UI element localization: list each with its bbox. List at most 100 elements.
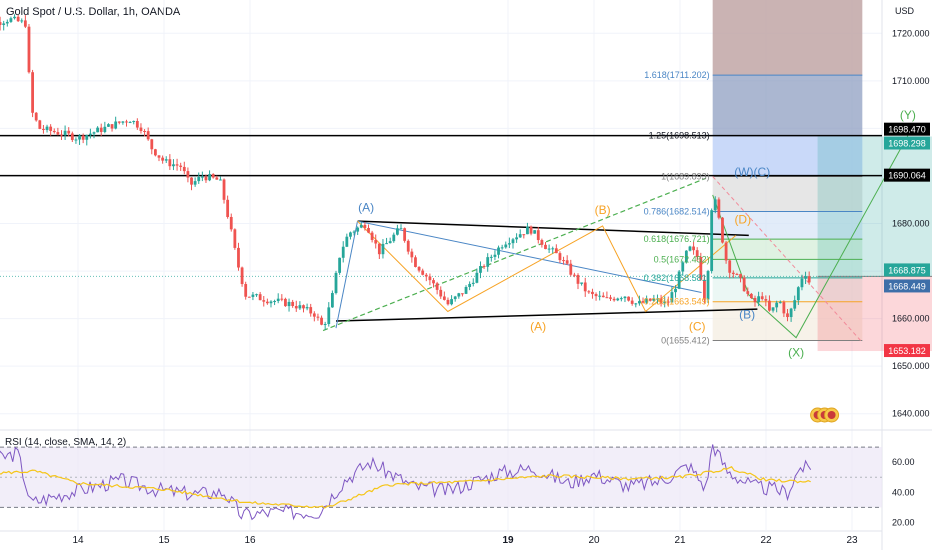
candle-body (381, 243, 385, 255)
candle-body (507, 243, 511, 245)
candle-body (9, 18, 13, 22)
candle-body (356, 227, 360, 232)
x-tick-label: 15 (158, 535, 170, 546)
candle-body (312, 313, 316, 317)
price-badge-label-5: 1653.182 (888, 346, 926, 356)
currency-label: USD (895, 6, 915, 16)
candle-body (656, 298, 659, 300)
candle-body (406, 240, 410, 252)
candle-body (2, 23, 6, 25)
candle-body (529, 226, 533, 234)
candle-body (291, 301, 295, 306)
candle-body (74, 139, 78, 141)
candle-body (475, 272, 479, 283)
candle-body (208, 174, 211, 181)
candle-body (598, 295, 602, 297)
candle-body (544, 244, 547, 250)
candle-body (107, 124, 110, 127)
long-position-profit-zone[interactable] (817, 136, 932, 277)
fib-zone-1 (712, 176, 863, 212)
candle-body (479, 265, 482, 273)
candle-body (569, 263, 573, 275)
fib-level-label-4: 0.618(1676.721) (644, 234, 710, 244)
candle-body (760, 296, 764, 300)
candle-body (576, 274, 580, 284)
green-dashed-line[interactable] (322, 177, 707, 332)
candle-body (20, 20, 24, 22)
candle-body (341, 246, 345, 258)
candle-body (609, 297, 612, 299)
candle-body (219, 179, 222, 181)
candle-body (410, 251, 414, 258)
candle-body (229, 216, 233, 230)
candle-body (468, 283, 472, 288)
rsi-line[interactable] (0, 444, 812, 521)
triangle-line-0[interactable] (335, 308, 758, 322)
rsi-label: RSI (14, close, SMA, 14, 2) (5, 437, 126, 448)
candle-body (222, 179, 226, 200)
candle-body (497, 247, 500, 255)
candle-body (627, 296, 630, 301)
candle-body (265, 301, 269, 304)
candle-body (164, 159, 168, 161)
price-badge-label-3: 1668.875 (888, 265, 926, 275)
candle-body (258, 294, 262, 301)
candle-body (5, 21, 9, 24)
candle-body (742, 277, 746, 292)
candle-body (363, 224, 367, 228)
candle-body (619, 298, 623, 300)
candle-body (42, 128, 45, 130)
candle-body (403, 228, 407, 241)
candle-body (359, 224, 363, 228)
candle-body (739, 274, 742, 278)
candle-body (175, 164, 179, 166)
candle-body (565, 260, 569, 264)
candle-body (157, 155, 161, 158)
wave-label-0: (A) (358, 201, 374, 215)
candle-body (215, 177, 219, 180)
candle-body (320, 317, 323, 325)
blue-trend-line[interactable] (357, 220, 702, 293)
candle-body (244, 284, 248, 297)
candle-body (504, 244, 508, 248)
fib-level-label-5: 0.5(1672.452) (654, 254, 710, 264)
candle-body (432, 280, 435, 284)
candle-body (670, 292, 674, 303)
candle-body (276, 298, 280, 302)
price-badge-3 (884, 263, 930, 277)
price-badge-2 (884, 168, 930, 182)
candle-body (450, 299, 453, 305)
candle-body (710, 210, 714, 272)
candle-body (45, 126, 49, 130)
wave-label-7: (X) (788, 346, 804, 360)
fib-level-label-6: 0.382(1668.581) (644, 273, 710, 283)
candle-body (388, 241, 392, 244)
fib-level-label-2: 1(1689.893) (661, 171, 710, 181)
x-tick-label: 20 (588, 535, 600, 546)
candle-body (154, 149, 157, 156)
candle-body (374, 239, 378, 244)
candle-body (204, 176, 208, 181)
x-tick-label: 19 (502, 535, 514, 546)
candle-body (193, 181, 197, 185)
candle-body (464, 287, 468, 294)
triangle-line-1[interactable] (357, 220, 749, 237)
candle-body (305, 307, 309, 309)
candle-body (457, 293, 461, 297)
candle-body (724, 242, 728, 261)
candle-body (663, 301, 667, 304)
candle-body (518, 234, 522, 238)
candle-body (345, 236, 349, 247)
candle-body (482, 265, 486, 267)
candle-body (117, 121, 121, 123)
fib-zone-05 (712, 259, 863, 278)
price-badge-4 (884, 279, 930, 293)
wave-label-4: (A) (530, 320, 546, 334)
candle-body (38, 120, 42, 129)
candle-body (540, 240, 544, 245)
candle-body (674, 288, 677, 293)
candle-body (52, 130, 56, 133)
rsi-sma-line[interactable] (0, 466, 811, 509)
candle-body (327, 307, 331, 325)
